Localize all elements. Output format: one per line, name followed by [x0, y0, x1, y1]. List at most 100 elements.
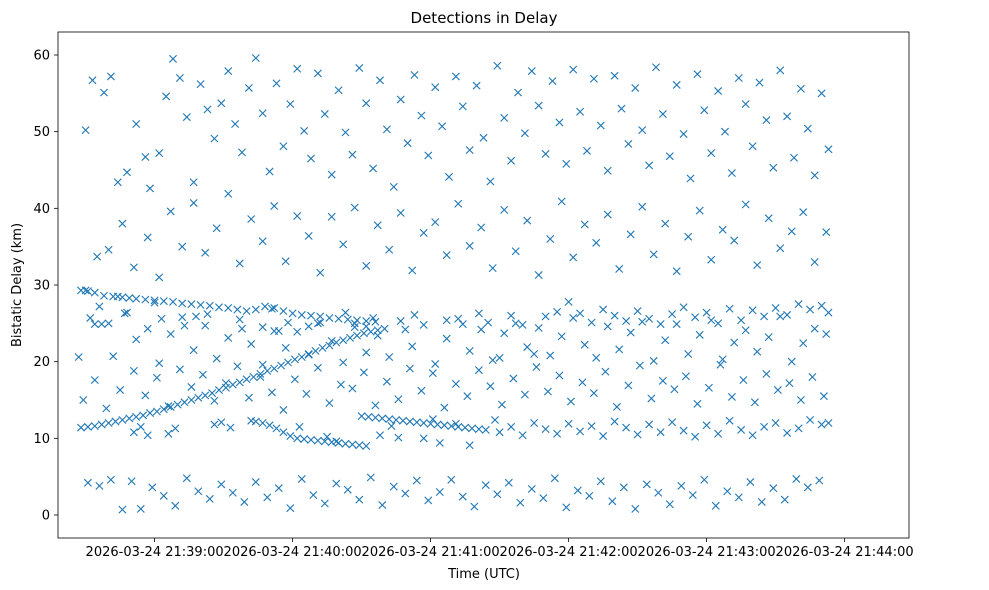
data-point — [488, 264, 497, 273]
data-point — [100, 88, 108, 97]
data-point — [451, 72, 460, 81]
data-point — [217, 480, 226, 489]
data-point — [465, 441, 474, 450]
data-point — [428, 415, 437, 424]
data-point — [753, 347, 762, 356]
data-point — [109, 352, 118, 361]
data-point — [589, 389, 598, 398]
data-point — [270, 364, 279, 373]
data-point — [325, 313, 334, 322]
data-point — [514, 88, 522, 97]
data-point — [783, 310, 792, 319]
data-point — [451, 379, 460, 388]
data-point — [244, 393, 253, 402]
data-point — [238, 324, 246, 333]
data-point — [746, 478, 755, 487]
data-point — [155, 273, 164, 282]
data-point — [251, 478, 260, 487]
data-point — [497, 400, 506, 409]
data-point — [693, 70, 702, 79]
data-point — [405, 417, 414, 426]
data-point — [647, 394, 656, 403]
data-point — [83, 422, 92, 431]
data-point — [688, 491, 697, 500]
data-point — [203, 105, 212, 114]
data-point — [691, 432, 700, 441]
data-point — [734, 74, 743, 82]
data-point — [734, 493, 743, 502]
data-point — [546, 235, 555, 243]
data-point — [500, 205, 509, 214]
data-point — [279, 405, 288, 414]
data-point — [649, 250, 658, 259]
data-point — [182, 113, 191, 122]
data-point — [534, 323, 543, 332]
data-point — [83, 287, 92, 296]
data-point — [143, 324, 152, 333]
data-point — [507, 422, 516, 431]
data-point — [601, 367, 610, 376]
data-point — [656, 320, 665, 329]
data-point — [212, 224, 221, 233]
data-point — [81, 286, 90, 295]
data-point — [776, 244, 785, 253]
data-point — [164, 402, 173, 411]
data-point — [599, 432, 608, 441]
data-point — [447, 475, 456, 484]
data-point — [77, 423, 85, 432]
data-point — [707, 316, 716, 325]
data-point — [212, 354, 221, 363]
data-point — [313, 363, 322, 372]
data-point — [385, 415, 394, 424]
data-point — [576, 427, 585, 436]
data-point — [286, 100, 295, 109]
data-point — [748, 142, 757, 151]
data-point — [615, 345, 624, 354]
data-point — [171, 501, 180, 510]
data-point — [281, 343, 290, 352]
data-point — [293, 327, 302, 336]
data-point — [281, 257, 290, 266]
data-point — [504, 478, 513, 487]
data-point — [159, 491, 168, 500]
data-point — [762, 369, 771, 378]
data-point — [458, 492, 467, 501]
data-point — [658, 376, 667, 385]
data-point — [649, 356, 658, 365]
data-point — [325, 399, 334, 408]
data-point — [474, 425, 483, 434]
data-point — [750, 398, 759, 407]
data-point — [313, 69, 322, 78]
data-point — [576, 107, 585, 116]
data-point — [159, 405, 168, 414]
data-point — [392, 415, 401, 424]
data-point — [555, 118, 564, 127]
data-point — [132, 294, 141, 303]
data-point — [387, 422, 396, 431]
data-point — [739, 376, 748, 385]
data-point — [228, 380, 237, 389]
data-point — [141, 391, 150, 400]
data-point — [178, 299, 187, 308]
data-point — [118, 219, 127, 228]
data-point — [635, 361, 644, 370]
data-point — [693, 399, 702, 408]
data-point — [633, 307, 642, 316]
data-point — [447, 422, 456, 431]
data-point — [258, 323, 267, 332]
data-point — [309, 491, 318, 500]
data-point — [152, 407, 161, 416]
data-point — [716, 360, 725, 369]
data-point — [399, 416, 407, 425]
data-point — [507, 156, 516, 165]
data-point — [143, 431, 152, 440]
data-point — [139, 411, 148, 420]
data-point — [116, 386, 125, 395]
data-point — [318, 343, 327, 352]
data-point — [737, 316, 746, 325]
data-point — [573, 486, 582, 495]
data-point — [123, 168, 131, 177]
data-point — [247, 215, 256, 224]
data-point — [587, 422, 596, 431]
data-point — [810, 324, 819, 333]
